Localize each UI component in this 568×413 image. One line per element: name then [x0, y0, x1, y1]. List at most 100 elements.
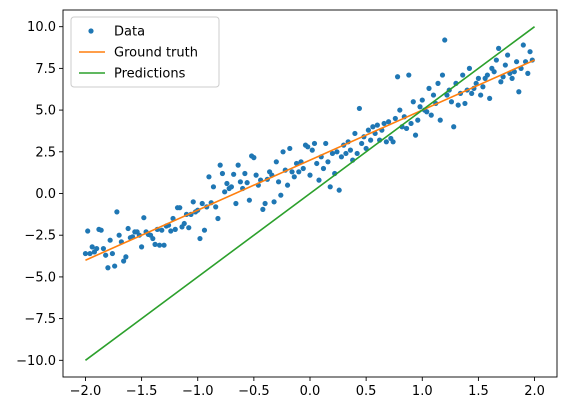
x-tick-label: 0.5	[356, 384, 377, 399]
data-point	[291, 174, 297, 180]
data-point	[487, 95, 493, 102]
data-point	[462, 100, 468, 107]
data-point	[325, 159, 331, 165]
data-point	[336, 187, 342, 193]
x-tick-label: 2.0	[524, 384, 545, 399]
data-point	[370, 124, 376, 130]
data-point	[105, 265, 111, 271]
data-point	[381, 120, 387, 127]
legend-label: Predictions	[114, 67, 186, 82]
data-point	[152, 241, 158, 247]
data-point	[94, 245, 100, 252]
data-point	[156, 242, 163, 248]
legend-item-ground-truth: Ground truth	[79, 46, 198, 61]
y-tick-label: −7.5	[24, 312, 56, 327]
data-point	[114, 209, 120, 215]
data-point	[502, 62, 508, 68]
data-point	[430, 92, 437, 98]
data-point	[244, 180, 250, 186]
data-point	[525, 70, 531, 76]
data-point	[121, 258, 127, 264]
data-point	[273, 159, 279, 165]
series-line-predictions	[84, 26, 536, 361]
legend: Data Ground truth Predictions	[70, 16, 220, 88]
data-point	[484, 72, 490, 78]
data-point	[235, 162, 241, 168]
data-point	[460, 72, 466, 78]
data-point	[237, 179, 243, 185]
data-point	[338, 154, 345, 160]
y-tick-label: −2.5	[24, 229, 56, 244]
data-point	[448, 99, 455, 105]
y-tick-label: −10.0	[16, 354, 56, 369]
data-point	[201, 227, 208, 233]
data-point	[186, 225, 192, 231]
x-tick-label: −2.0	[70, 384, 102, 399]
legend-marker	[88, 28, 94, 34]
data-point	[296, 169, 302, 175]
data-point	[177, 205, 183, 211]
data-point	[365, 127, 371, 133]
legend-item-data: Data	[88, 25, 145, 40]
data-point	[246, 197, 252, 203]
data-point	[347, 147, 354, 153]
data-point	[410, 99, 416, 105]
data-point	[343, 150, 349, 157]
data-point	[316, 177, 322, 183]
data-point	[509, 75, 515, 81]
data-point	[309, 147, 315, 153]
data-point	[480, 84, 486, 90]
data-point	[356, 105, 362, 112]
data-point	[412, 132, 419, 138]
data-point	[161, 242, 167, 248]
data-point	[87, 250, 93, 257]
data-point	[280, 149, 286, 155]
data-point	[403, 125, 410, 132]
data-point	[159, 227, 165, 233]
axes: −2.0 −1.5 −1.0 −0.5 0.0 0.5 1.0 1.5 2.0 −10.0 −7.5…	[16, 9, 558, 399]
data-point	[383, 139, 389, 145]
y-tick-label: 10.0	[27, 20, 56, 35]
data-point	[141, 215, 147, 221]
data-point	[320, 165, 327, 172]
data-point	[287, 145, 293, 152]
data-point	[390, 139, 396, 145]
plot-area	[82, 26, 536, 361]
data-point	[314, 160, 320, 167]
data-point	[242, 170, 248, 177]
data-point	[150, 235, 156, 242]
data-point	[228, 184, 235, 190]
x-tick-label: −0.5	[238, 384, 270, 399]
data-point	[125, 225, 131, 232]
data-point	[491, 69, 497, 75]
data-point	[516, 89, 522, 95]
series-data	[82, 37, 535, 271]
data-point	[190, 199, 196, 205]
data-point	[428, 112, 434, 118]
series-line-ground-truth	[85, 59, 535, 261]
data-point	[374, 122, 380, 128]
data-point	[278, 192, 284, 198]
data-point	[392, 115, 398, 122]
data-point	[451, 124, 457, 130]
data-point	[253, 172, 259, 178]
data-point	[520, 42, 526, 48]
data-point	[213, 204, 219, 210]
data-point	[224, 180, 230, 187]
y-tick-label: 0.0	[35, 187, 56, 202]
data-point	[215, 215, 221, 222]
data-point	[219, 170, 226, 177]
data-point	[469, 90, 475, 97]
x-tick-label: 1.5	[468, 384, 489, 399]
x-tick-label: 1.0	[412, 384, 433, 399]
data-point	[181, 220, 187, 227]
data-point	[107, 237, 113, 243]
data-point	[513, 59, 520, 65]
data-point	[85, 228, 91, 234]
data-point	[493, 57, 499, 63]
data-point	[199, 200, 205, 207]
legend-item-predictions: Predictions	[79, 67, 186, 82]
legend-label: Data	[114, 25, 145, 40]
data-point	[231, 171, 237, 177]
data-point	[424, 109, 430, 115]
